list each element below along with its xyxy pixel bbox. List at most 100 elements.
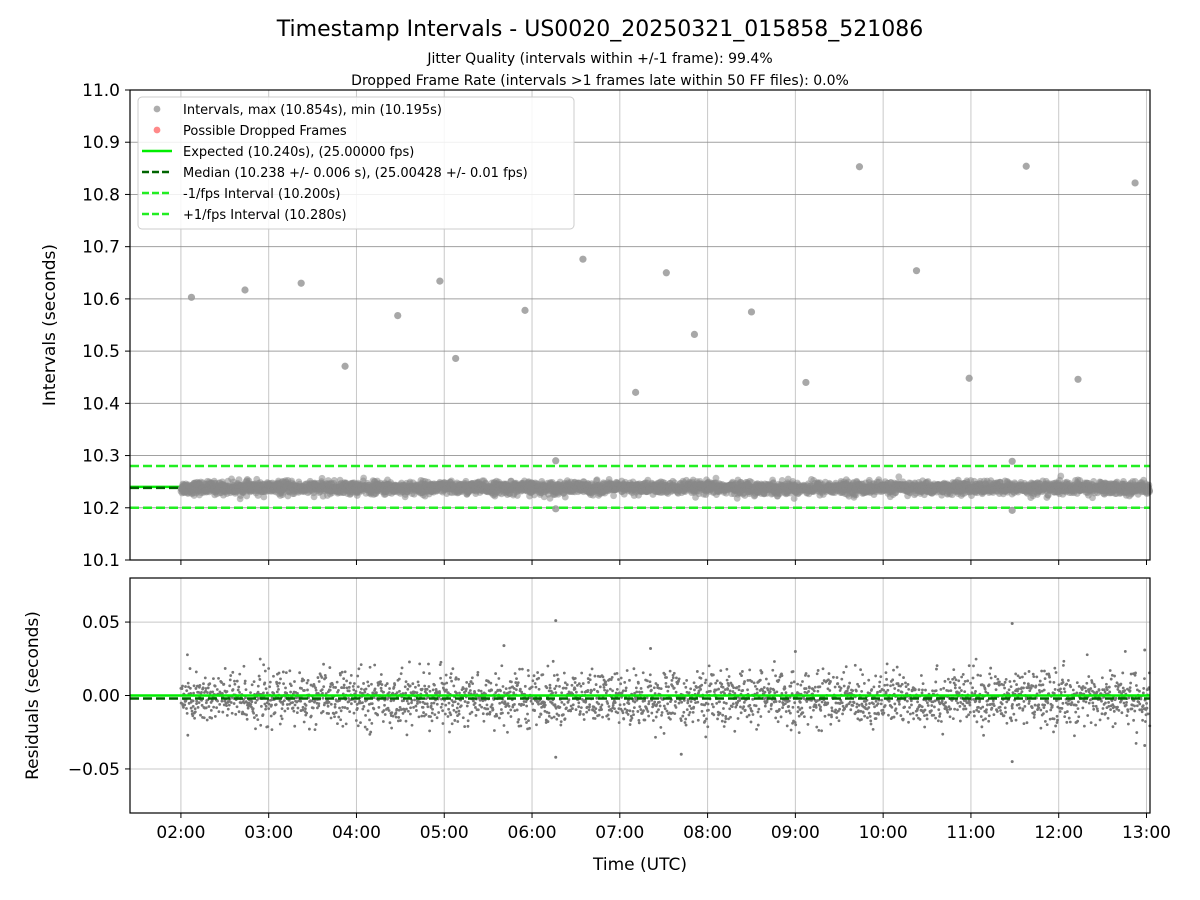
residual-point [380, 683, 384, 686]
interval-point [1057, 472, 1065, 480]
residual-point [282, 699, 286, 703]
residual-point [279, 677, 282, 681]
residual-point [504, 687, 508, 691]
residual-point [362, 705, 366, 708]
residual-point [441, 709, 445, 713]
residual-point [237, 710, 241, 714]
residual-point [306, 678, 310, 682]
interval-outlier-point [690, 330, 699, 338]
residual-point [516, 681, 520, 685]
residual-point [341, 724, 345, 728]
residual-point [457, 709, 461, 713]
residual-point [541, 673, 545, 677]
residual-point [299, 699, 303, 703]
residual-point [222, 682, 226, 686]
residual-point [342, 686, 346, 689]
legend-entry-label: Possible Dropped Frames [183, 124, 347, 139]
residual-point [334, 711, 338, 714]
residual-point [229, 674, 233, 677]
residual-point [482, 719, 486, 723]
residual-point [516, 683, 519, 687]
residual-point [399, 719, 402, 722]
residual-point [476, 670, 480, 674]
residual-point [502, 691, 506, 694]
residual-point [252, 711, 256, 715]
residual-point [333, 715, 336, 719]
residual-point [501, 711, 504, 715]
residual-point [284, 671, 288, 675]
residual-point [308, 727, 311, 731]
residual-point [510, 680, 513, 684]
chart-subtitle-jitter: Jitter Quality (intervals within +/-1 fr… [426, 51, 772, 67]
residual-point [547, 711, 551, 715]
residual-point [381, 720, 385, 723]
y-tick-label: 10.1 [82, 551, 120, 571]
residual-point [353, 700, 357, 703]
residual-point [346, 707, 349, 710]
residual-point [250, 683, 254, 687]
residual-point [500, 664, 504, 668]
residual-point [497, 677, 501, 680]
residual-point [280, 707, 284, 711]
residual-point [383, 713, 387, 716]
residual-point [234, 712, 238, 716]
residual-point [305, 711, 309, 715]
residual-point [414, 704, 418, 708]
residual-point [422, 711, 425, 714]
residual-point [202, 716, 206, 720]
residual-point [465, 681, 469, 684]
residual-point [345, 686, 349, 690]
residual-point [201, 686, 205, 690]
residual-point [291, 701, 295, 704]
residual-point [545, 686, 549, 690]
residual-point [407, 702, 410, 706]
residual-point [506, 730, 509, 734]
residual-point [193, 716, 196, 720]
residual-point [316, 676, 320, 679]
residual-point [422, 671, 426, 674]
chart-title: Timestamp Intervals - US0020_20250321_01… [276, 17, 923, 42]
residual-point [185, 707, 188, 710]
residual-point [431, 707, 434, 711]
residual-point [525, 704, 529, 708]
residual-point [416, 680, 420, 684]
residual-point [528, 726, 531, 730]
residual-point [506, 702, 510, 706]
residual-point [514, 681, 518, 684]
residual-point [225, 690, 229, 693]
interval-outlier-point [855, 163, 864, 171]
residual-point [237, 685, 241, 689]
residual-point [360, 687, 363, 691]
residual-point [490, 688, 493, 692]
residual-point [430, 701, 433, 705]
residual-point [339, 673, 342, 677]
residual-point [548, 683, 552, 687]
residual-point [185, 689, 189, 693]
residual-point [405, 707, 408, 711]
residual-point [500, 708, 503, 711]
residual-point [313, 728, 317, 732]
residual-point [530, 697, 534, 701]
residual-point [291, 706, 295, 710]
residual-point [497, 716, 501, 720]
residual-point [449, 672, 453, 676]
residual-point [443, 712, 447, 716]
residual-point [404, 680, 408, 684]
residual-point [498, 701, 502, 705]
residual-point [314, 723, 318, 726]
residual-point [182, 705, 185, 709]
residual-point [277, 687, 280, 691]
residual-point [513, 709, 517, 713]
residual-point [227, 703, 231, 707]
residual-point [293, 724, 297, 728]
residual-point [390, 726, 394, 730]
residual-point [397, 716, 401, 719]
residual-point [190, 709, 194, 713]
residual-point [465, 704, 469, 708]
residual-point [372, 707, 376, 711]
residual-point [515, 708, 519, 712]
residual-point [414, 685, 417, 689]
residual-point [481, 712, 485, 716]
residual-point [280, 717, 284, 721]
residual-point [471, 682, 475, 686]
